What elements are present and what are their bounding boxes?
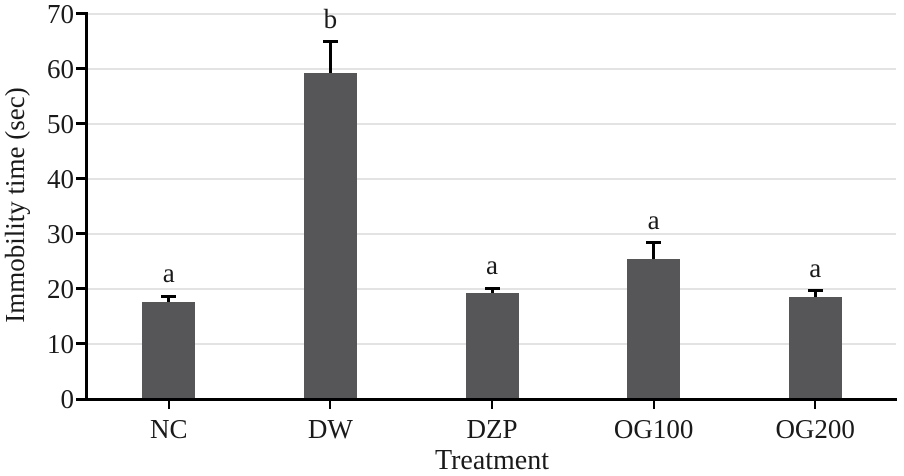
significance-letter-OG200: a	[809, 252, 822, 283]
y-tick-60	[76, 67, 85, 71]
y-tick-40	[76, 177, 85, 181]
y-tick-20	[76, 287, 85, 291]
y-tick-label-40: 40	[47, 163, 74, 194]
y-tick-label-50: 50	[47, 108, 74, 139]
significance-letter-NC: a	[162, 258, 175, 289]
error-bar-cap-NC	[161, 294, 177, 298]
bar-OG100	[627, 258, 681, 398]
y-tick-10	[76, 342, 85, 346]
error-bar-line-OG200	[813, 290, 817, 297]
error-bar-line-DW	[328, 41, 332, 73]
x-tick-label-NC: NC	[150, 414, 188, 444]
error-bar-cap-DZP	[484, 286, 500, 290]
y-axis-title: Immobility time (sec)	[0, 87, 30, 323]
x-tick-label-DW: DW	[307, 414, 353, 444]
y-axis-line	[85, 11, 88, 401]
x-tick-DZP	[491, 401, 493, 409]
error-bar-cap-OG200	[807, 289, 823, 292]
y-tick-label-0: 0	[60, 384, 75, 414]
x-tick-label-DZP: DZP	[466, 414, 518, 444]
error-bar-line-NC	[167, 296, 171, 302]
y-tick-label-60: 60	[47, 53, 74, 84]
error-bar-line-DZP	[490, 288, 494, 294]
gridline-y-50	[88, 122, 896, 125]
x-axis-line	[85, 398, 897, 401]
y-tick-label-20: 20	[47, 273, 74, 304]
bar-NC	[142, 301, 196, 398]
y-tick-70	[76, 12, 85, 15]
x-tick-OG100	[652, 401, 655, 409]
gridline-y-30	[88, 232, 896, 235]
y-tick-label-30: 30	[47, 218, 74, 249]
gridline-y-60	[88, 67, 896, 70]
y-tick-label-10: 10	[47, 328, 74, 359]
gridline-y-70	[88, 12, 896, 15]
x-tick-OG200	[814, 401, 817, 409]
x-tick-NC	[167, 401, 170, 409]
error-bar-cap-OG100	[646, 241, 662, 245]
error-bar-cap-DW	[322, 40, 338, 44]
x-tick-label-OG100: OG100	[613, 414, 694, 444]
error-bar-line-OG100	[652, 242, 656, 259]
significance-letter-DZP: a	[486, 250, 498, 281]
y-tick-50	[76, 122, 85, 126]
bar-DZP	[465, 293, 519, 398]
bar-DW	[303, 72, 357, 398]
significance-letter-DW: b	[323, 3, 338, 34]
y-tick-0	[76, 397, 85, 401]
x-tick-DW	[329, 401, 332, 409]
bar-OG200	[788, 296, 842, 398]
x-tick-label-OG200: OG200	[775, 414, 855, 444]
gridline-y-40	[88, 177, 896, 180]
significance-letter-OG100: a	[647, 204, 660, 235]
y-tick-30	[76, 232, 85, 236]
y-tick-label-70: 70	[47, 0, 74, 29]
x-axis-title: Treatment	[434, 445, 550, 476]
